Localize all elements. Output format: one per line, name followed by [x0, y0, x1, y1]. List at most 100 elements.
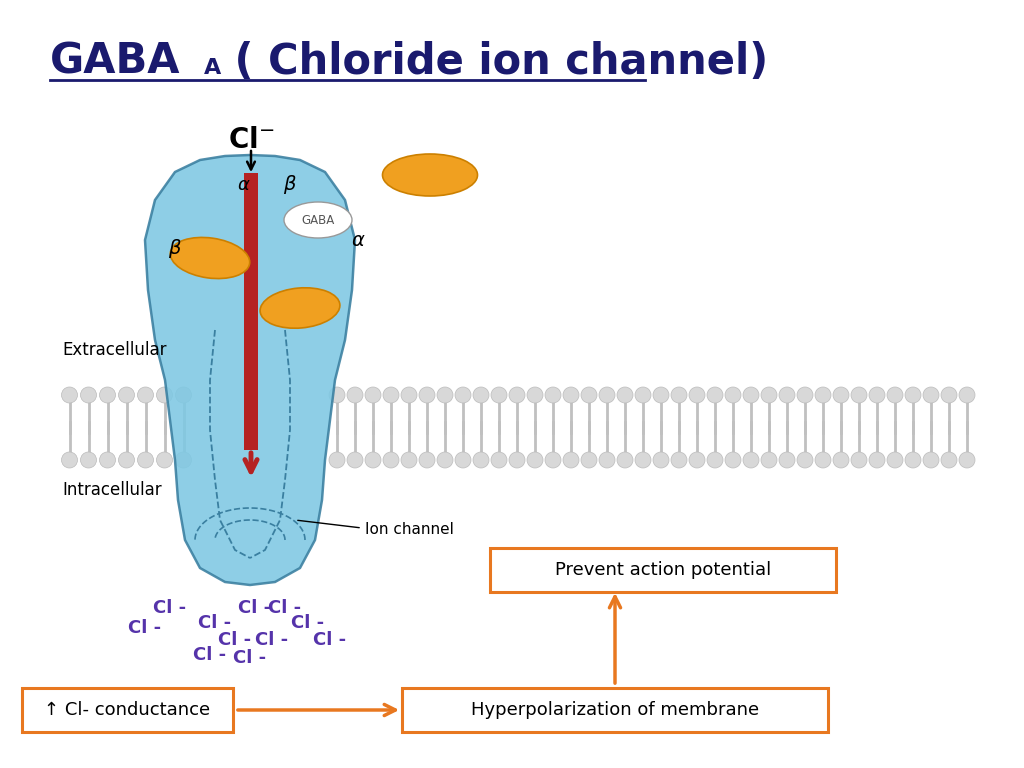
Circle shape	[779, 387, 795, 403]
Circle shape	[383, 387, 399, 403]
Circle shape	[725, 452, 741, 468]
Circle shape	[707, 387, 723, 403]
Circle shape	[137, 452, 154, 468]
Circle shape	[833, 387, 849, 403]
Circle shape	[99, 452, 116, 468]
Text: $\beta$: $\beta$	[168, 237, 182, 260]
Bar	[22, 688, 233, 732]
Circle shape	[175, 452, 191, 468]
Circle shape	[887, 452, 903, 468]
Circle shape	[689, 452, 705, 468]
Circle shape	[137, 387, 154, 403]
Circle shape	[527, 452, 543, 468]
Circle shape	[81, 452, 96, 468]
Text: Cl -: Cl -	[292, 614, 325, 632]
Circle shape	[905, 452, 921, 468]
Circle shape	[851, 387, 867, 403]
Text: Intracellular: Intracellular	[62, 481, 162, 499]
Ellipse shape	[260, 288, 340, 328]
Circle shape	[941, 452, 957, 468]
Circle shape	[329, 452, 345, 468]
Circle shape	[671, 452, 687, 468]
Circle shape	[815, 387, 831, 403]
Circle shape	[689, 387, 705, 403]
Circle shape	[119, 387, 134, 403]
Circle shape	[941, 387, 957, 403]
Text: Prevent action potential: Prevent action potential	[555, 561, 771, 579]
Circle shape	[617, 387, 633, 403]
Circle shape	[923, 387, 939, 403]
Circle shape	[61, 387, 78, 403]
Text: Ion channel: Ion channel	[365, 522, 454, 538]
Bar	[490, 548, 836, 592]
Text: Cl$^{-}$: Cl$^{-}$	[227, 126, 274, 154]
Circle shape	[617, 452, 633, 468]
Text: Cl -: Cl -	[218, 631, 252, 649]
Text: Hyperpolarization of membrane: Hyperpolarization of membrane	[471, 701, 759, 719]
Circle shape	[869, 452, 885, 468]
Circle shape	[527, 387, 543, 403]
Text: Cl -: Cl -	[154, 599, 186, 617]
Circle shape	[635, 452, 651, 468]
Circle shape	[761, 387, 777, 403]
Ellipse shape	[383, 154, 477, 196]
Circle shape	[653, 387, 669, 403]
Text: Cl -: Cl -	[239, 599, 271, 617]
Circle shape	[455, 452, 471, 468]
Circle shape	[851, 452, 867, 468]
Circle shape	[347, 452, 362, 468]
Circle shape	[581, 387, 597, 403]
Circle shape	[383, 452, 399, 468]
Circle shape	[545, 387, 561, 403]
Circle shape	[157, 387, 172, 403]
Circle shape	[81, 387, 96, 403]
Circle shape	[455, 387, 471, 403]
Circle shape	[761, 452, 777, 468]
Text: ( Chloride ion channel): ( Chloride ion channel)	[220, 41, 768, 83]
Text: Cl -: Cl -	[128, 619, 162, 637]
Circle shape	[743, 387, 759, 403]
Text: Cl -: Cl -	[233, 649, 266, 667]
Circle shape	[887, 387, 903, 403]
Circle shape	[329, 387, 345, 403]
Text: A: A	[204, 58, 221, 78]
Circle shape	[419, 452, 435, 468]
Text: GABA: GABA	[50, 41, 180, 83]
Text: $\alpha$: $\alpha$	[350, 230, 366, 250]
Circle shape	[797, 452, 813, 468]
Circle shape	[509, 387, 525, 403]
Text: $\beta$: $\beta$	[283, 174, 297, 197]
Circle shape	[563, 387, 579, 403]
Circle shape	[743, 452, 759, 468]
Circle shape	[671, 387, 687, 403]
Circle shape	[815, 452, 831, 468]
Circle shape	[599, 452, 615, 468]
Circle shape	[99, 387, 116, 403]
Circle shape	[509, 452, 525, 468]
Circle shape	[797, 387, 813, 403]
Circle shape	[157, 452, 172, 468]
Circle shape	[635, 387, 651, 403]
Bar	[402, 688, 828, 732]
Ellipse shape	[170, 237, 250, 279]
Circle shape	[437, 452, 453, 468]
Circle shape	[365, 387, 381, 403]
Circle shape	[419, 387, 435, 403]
Text: Cl -: Cl -	[313, 631, 346, 649]
Circle shape	[401, 387, 417, 403]
Text: Cl -: Cl -	[268, 599, 301, 617]
Circle shape	[490, 452, 507, 468]
Circle shape	[401, 452, 417, 468]
Bar	[244, 173, 258, 450]
Circle shape	[923, 452, 939, 468]
Circle shape	[119, 452, 134, 468]
Circle shape	[959, 387, 975, 403]
Circle shape	[959, 452, 975, 468]
Text: Cl -: Cl -	[194, 646, 226, 664]
Circle shape	[707, 452, 723, 468]
Circle shape	[905, 387, 921, 403]
Circle shape	[365, 452, 381, 468]
Circle shape	[545, 452, 561, 468]
Text: $\alpha$: $\alpha$	[238, 176, 251, 194]
Circle shape	[833, 452, 849, 468]
